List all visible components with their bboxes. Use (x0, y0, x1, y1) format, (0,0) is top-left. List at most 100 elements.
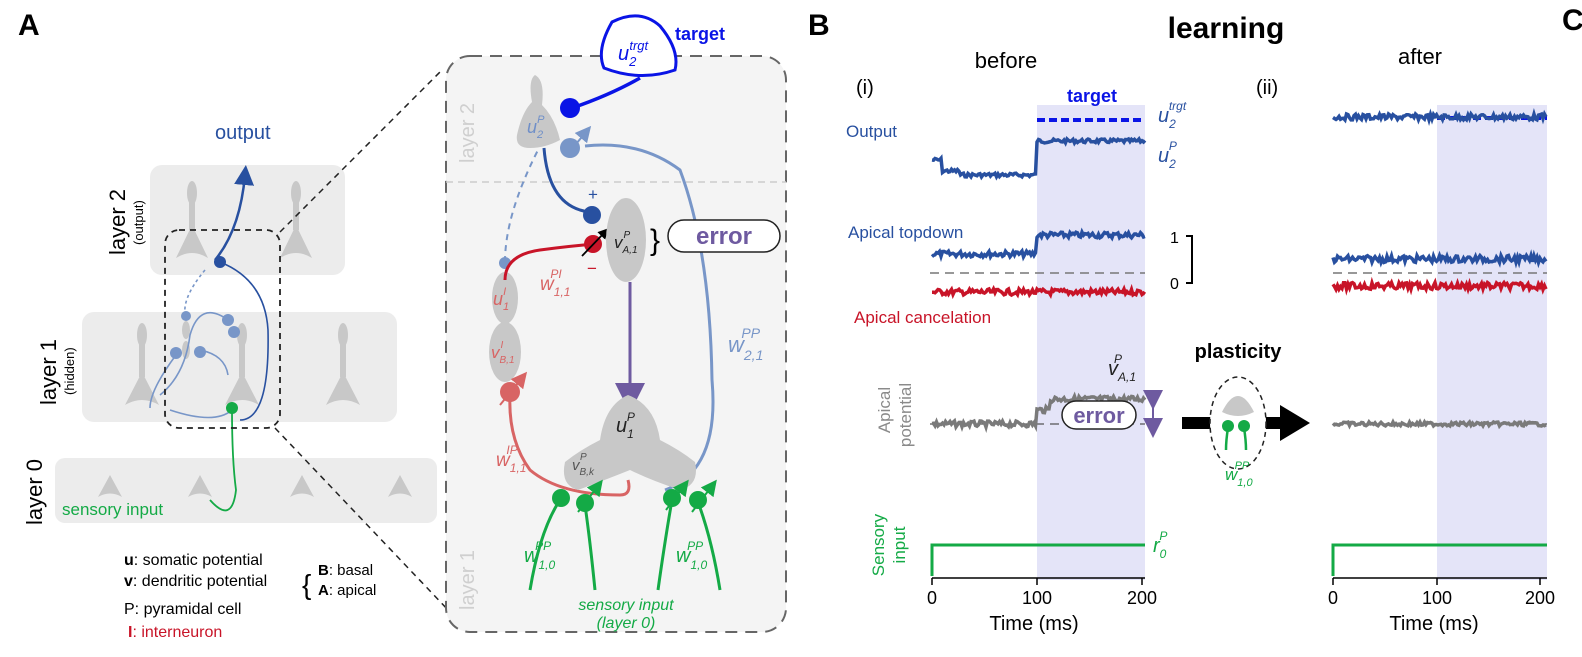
zoom-circuit: layer 2 layer 1 u2trgt target u2P + w2,1… (445, 14, 787, 633)
x-axis-after (1332, 577, 1547, 585)
xlabel-after: Time (ms) (1389, 613, 1478, 635)
output-arrow (214, 165, 255, 261)
after-label: after (1398, 44, 1442, 69)
learning-title: learning (1168, 12, 1285, 45)
wpi-label: w1,1PI (540, 267, 570, 299)
trace-error-box (1061, 400, 1137, 430)
w21-plastic-arrow (565, 125, 592, 157)
layer1-label: layer 1 (36, 339, 61, 405)
sensory-layer0-sub: (layer 0) (597, 615, 656, 632)
cancel-trace-after (1331, 276, 1548, 296)
layer1-sub: (hidden) (62, 347, 77, 395)
layer0-box (55, 458, 437, 523)
zoom-line-bottom (274, 427, 451, 613)
output-label: output (215, 122, 271, 144)
layer2-label: layer 2 (105, 189, 130, 255)
w21-synapse (560, 138, 580, 158)
sensory-input-label: sensory input (62, 500, 163, 519)
interneuron-vb1 (489, 322, 521, 382)
xtick-a200: 200 (1525, 588, 1555, 608)
w10-label-left: w1,0PP (524, 539, 555, 572)
zoom-layer2-label: layer 2 (457, 103, 479, 163)
panel-b: B learning before after (i) (ii) C targe… (808, 4, 1582, 635)
xtick-a0: 0 (1328, 588, 1338, 608)
mini-synapses (170, 256, 240, 414)
plasticity-label: plasticity (1195, 341, 1283, 363)
wpi-connection (503, 242, 596, 281)
svg-text:{: { (302, 569, 311, 600)
apical-topdown-label: Apical topdown (848, 223, 963, 242)
layer2-box (150, 165, 345, 275)
plasticity-syn-1 (1222, 420, 1234, 432)
scale-0: 0 (1170, 276, 1179, 293)
error-label: error (696, 223, 752, 250)
w21-label: w2,1PP (728, 325, 763, 363)
apical-trace-after (1331, 418, 1547, 430)
sensory-trace-after (1331, 543, 1547, 576)
plasticity-arrow-head (1280, 405, 1310, 441)
interneuron-to-u2-dashed (504, 149, 539, 263)
interneuron-ui1 (492, 272, 518, 324)
apical-trace-before (931, 391, 1147, 433)
layer2-sub: (output) (131, 200, 146, 245)
topdown-trace-before (930, 227, 1146, 263)
plasticity-ellipse (1209, 376, 1267, 470)
u1-label: u1P (616, 410, 635, 441)
minus-sign: − (587, 259, 597, 278)
ui1-label: u1I (493, 286, 509, 313)
x-axis-before (931, 577, 1145, 585)
target-window-after (1437, 105, 1547, 580)
target-synapse (560, 98, 580, 118)
panel-a: A layer 2 (output) layer 1 (hidden) laye… (18, 9, 451, 641)
layer1-neurons (125, 321, 360, 405)
panel-b-letter: B (808, 9, 830, 42)
xtick-a100: 100 (1422, 588, 1452, 608)
output-trace-label: Output (846, 122, 897, 141)
label-ii: (ii) (1256, 77, 1278, 99)
label-i: (i) (856, 77, 874, 99)
apical-compartment (606, 198, 646, 282)
trace-error-label: error (1073, 403, 1125, 428)
svg-text:A: apical: A: apical (318, 582, 376, 599)
xlabel-before: Time (ms) (989, 613, 1078, 635)
target-window-before (1037, 105, 1145, 580)
wip-plastic-arrow (499, 371, 528, 406)
wpl-label: w1,0PP (1225, 460, 1253, 489)
legend: u: somatic potential v: dendritic potent… (124, 552, 376, 641)
panel-a-letter: A (18, 9, 40, 42)
topdown-trace-after (1331, 249, 1548, 269)
wpi-plastic-arrow (581, 228, 609, 257)
u1-soma (563, 395, 696, 490)
traces (930, 108, 1548, 576)
topdown-synapse (583, 206, 601, 224)
zoom-line-top (279, 71, 441, 233)
target-label-b: target (1067, 86, 1117, 106)
r0-trace-label: r0P (1153, 529, 1167, 561)
error-box (667, 219, 781, 253)
target-label: target (675, 24, 725, 44)
scale-bar (1186, 235, 1193, 284)
sensory-trace-before (930, 543, 1145, 576)
layer0-label: layer 0 (22, 459, 47, 525)
sensory-layer0-label: sensory input (578, 597, 674, 614)
xtick-b100: 100 (1022, 588, 1052, 608)
zoom-layer1-label: layer 1 (457, 550, 479, 610)
plasticity-neuron (1222, 396, 1254, 416)
scale-1: 1 (1170, 230, 1179, 247)
zoom-selection-box (164, 229, 281, 429)
u2trgt-trace-label: u2trgt (1158, 99, 1187, 131)
vb1-label: vB,1I (491, 340, 515, 366)
sensory-label-1: Sensory (869, 513, 888, 576)
va1-label: vA,1P (614, 230, 638, 256)
output-trace-before (931, 135, 1147, 181)
before-label: before (975, 48, 1037, 73)
w21-connection (584, 143, 715, 492)
svg-text:P: pyramidal cell: P: pyramidal cell (124, 601, 241, 618)
wip-label: w1,1IP (496, 443, 526, 475)
apical-cancel-label: Apical cancelation (854, 308, 991, 327)
w10-label-right: w1,0PP (676, 539, 707, 572)
cancel-trace-before (932, 283, 1147, 300)
svg-text:I: interneuron: I: interneuron (128, 624, 222, 641)
u2-label: u2P (527, 114, 545, 141)
svg-text:v: dendritic potential: v: dendritic potential (124, 573, 267, 590)
